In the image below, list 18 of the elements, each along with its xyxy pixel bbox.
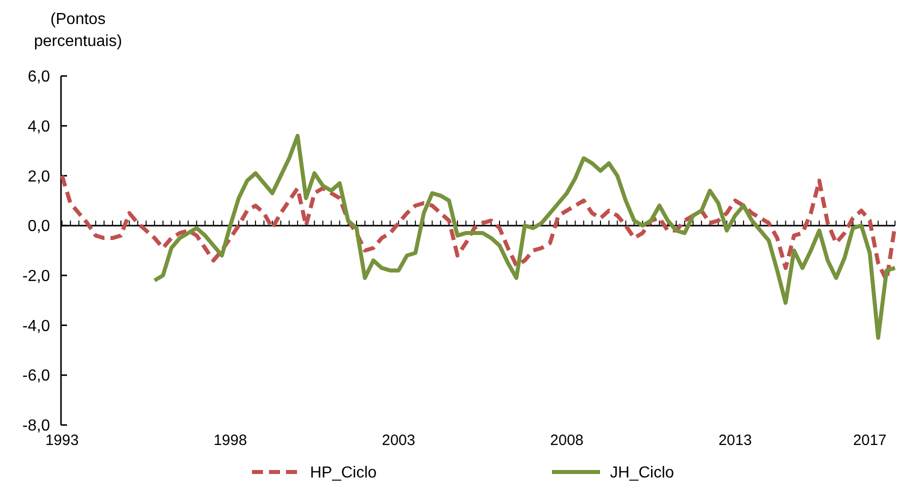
y-tick-label: -8,0 xyxy=(22,418,50,435)
line-series xyxy=(152,134,897,340)
x-tick-label: 1993 xyxy=(45,432,79,449)
y-tick-label: 4,0 xyxy=(28,118,50,136)
y-axis-title: (Pontos percentuais) xyxy=(34,11,122,50)
y-tick-label: -4,0 xyxy=(22,318,50,335)
y-tick-label: 6,0 xyxy=(28,68,50,86)
y-tick-label: 0,0 xyxy=(28,218,50,236)
x-tick-label: 2013 xyxy=(718,432,752,449)
x-tick-label: 2003 xyxy=(382,432,416,449)
legend-label: HP_Ciclo xyxy=(310,464,377,482)
x-tick-label: 1998 xyxy=(214,432,247,449)
y-tick-label: -6,0 xyxy=(22,368,50,385)
x-tick-label: 2008 xyxy=(550,432,584,449)
y-tick-label: 2,0 xyxy=(28,168,50,186)
legend-label: JH_Ciclo xyxy=(610,464,674,482)
y-tick-label: -2,0 xyxy=(22,268,50,286)
x-tick-label: 2017 xyxy=(853,432,886,449)
